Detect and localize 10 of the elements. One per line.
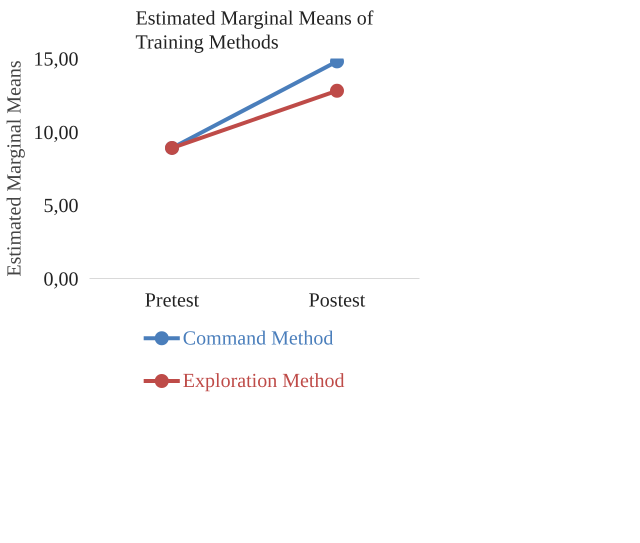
legend-label: Exploration Method: [182, 370, 344, 392]
legend-label: Command Method: [182, 327, 334, 350]
y-tick-label: 5,00: [44, 195, 78, 218]
y-tick-label: 10,00: [34, 122, 78, 144]
x-tick-label: Pretest: [144, 290, 200, 312]
y-axis-title: Estimated Marginal Means: [4, 60, 26, 277]
chart-title: Estimated Marginal Means of Training Methods: [136, 7, 374, 54]
y-tick-label: 15,00: [34, 48, 78, 70]
y-tick-label: 0,00: [44, 268, 78, 290]
x-tick-label: Postest: [308, 290, 366, 312]
